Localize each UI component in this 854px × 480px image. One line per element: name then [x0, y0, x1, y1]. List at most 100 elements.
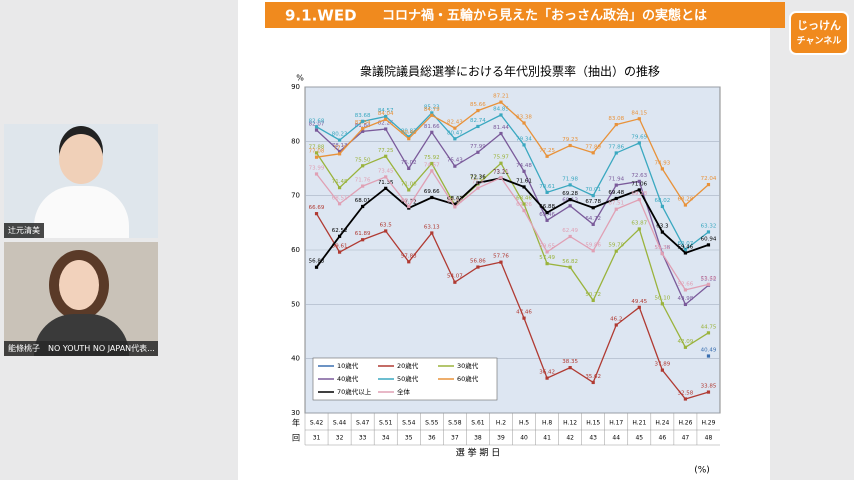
point: [407, 137, 411, 141]
data-label: 68.27: [447, 197, 463, 203]
x-tick-label: S.58: [448, 420, 462, 427]
data-label: 59.79: [608, 243, 624, 249]
x-tick-label: 38: [474, 435, 482, 442]
point: [660, 204, 664, 209]
data-label: 82.68: [309, 118, 325, 124]
data-label: 32.58: [678, 390, 694, 396]
data-label: 67.94: [447, 198, 463, 204]
point: [476, 181, 480, 185]
legend-label: 20歳代: [397, 361, 419, 370]
point: [453, 280, 457, 284]
point: [637, 179, 641, 183]
point: [637, 305, 641, 309]
point: [430, 231, 434, 235]
x-tick-label: 44: [612, 435, 620, 442]
point: [591, 194, 595, 198]
x-tick-label: 32: [336, 435, 344, 442]
legend-label: 40歳代: [337, 374, 359, 383]
data-label: 59.61: [332, 244, 348, 250]
point: [407, 188, 411, 192]
point: [361, 164, 365, 168]
data-label: 42.09: [678, 339, 694, 345]
data-label: 80.23: [332, 132, 348, 138]
data-label: 72.04: [701, 176, 717, 182]
data-label: 78.13: [332, 143, 348, 149]
point: [591, 298, 595, 303]
camera-panel: 能條桃子 NO YOUTH NO JAPAN代表...: [4, 242, 158, 356]
point: [568, 143, 572, 148]
x-tick-label: 40: [520, 435, 528, 442]
point: [453, 126, 457, 130]
point: [614, 196, 618, 201]
data-label: 85.23: [424, 104, 440, 110]
data-label: 62.52: [332, 228, 348, 234]
data-label: 53.68: [701, 276, 717, 282]
data-label: 59.86: [585, 242, 601, 248]
point: [706, 182, 711, 187]
point: [384, 154, 388, 158]
data-label: 71.35: [378, 180, 394, 186]
data-label: 63.5: [380, 222, 393, 228]
point: [314, 125, 319, 129]
data-label: 77.25: [378, 148, 394, 154]
data-label: 87.21: [493, 94, 509, 100]
person: [59, 134, 103, 184]
point: [545, 211, 549, 215]
data-label: 77.89: [585, 144, 601, 150]
data-label: 69.48: [608, 190, 624, 196]
x-tick-label: S.61: [471, 420, 485, 427]
x-tick-label: H.2: [496, 420, 506, 427]
point: [591, 249, 595, 253]
data-label: 80.49: [401, 130, 417, 136]
data-label: 33.85: [701, 384, 717, 390]
data-label: 59.38: [654, 245, 670, 251]
point: [337, 186, 342, 190]
point: [706, 282, 711, 286]
x-tick-label: H.26: [678, 420, 692, 427]
point: [614, 207, 618, 211]
x-tick-label: 46: [659, 435, 667, 442]
x-tick-label: 33: [359, 435, 367, 442]
point: [384, 186, 388, 190]
data-label: 70.61: [539, 184, 555, 190]
data-label: 82.07: [309, 122, 325, 128]
point: [522, 169, 526, 173]
data-label: 80.83: [401, 128, 417, 134]
point: [314, 212, 319, 216]
x-tick-label: 31: [313, 435, 321, 442]
data-label: 77.08: [309, 149, 325, 155]
point: [706, 390, 711, 394]
banner-title: コロナ禍・五輪から見えた「おっさん政治」の実態とは: [382, 8, 707, 24]
point: [614, 323, 618, 327]
point: [476, 186, 480, 190]
point: [384, 175, 388, 179]
point: [499, 161, 503, 165]
data-label: 74.93: [654, 160, 670, 166]
x-tick-label: H.21: [632, 420, 646, 427]
point: [683, 248, 688, 252]
person: [59, 260, 99, 310]
point: [314, 128, 319, 132]
point: [660, 167, 664, 171]
point: [545, 154, 549, 158]
point: [361, 127, 365, 131]
point: [614, 122, 618, 127]
data-label: 73.99: [309, 165, 325, 171]
point: [361, 204, 365, 209]
x-tick-label: 36: [428, 435, 436, 442]
chart-title: 衆議院議員総選挙における年代別投票率（抽出）の推移: [360, 64, 660, 79]
data-label: 72.15: [470, 175, 486, 181]
x-tick-label: H.17: [609, 420, 623, 427]
legend-label: 70歳代以上: [337, 387, 372, 396]
point: [683, 397, 688, 401]
point: [337, 152, 342, 156]
x-tick-label: 37: [451, 435, 459, 442]
data-label: 68.41: [447, 196, 463, 202]
point: [522, 121, 526, 125]
data-label: 44.75: [701, 324, 717, 330]
data-label: 56.83: [309, 259, 325, 265]
x-tick-label: S.51: [379, 420, 393, 427]
series-line: [315, 177, 709, 268]
logo-text: チャンネル: [797, 36, 842, 47]
